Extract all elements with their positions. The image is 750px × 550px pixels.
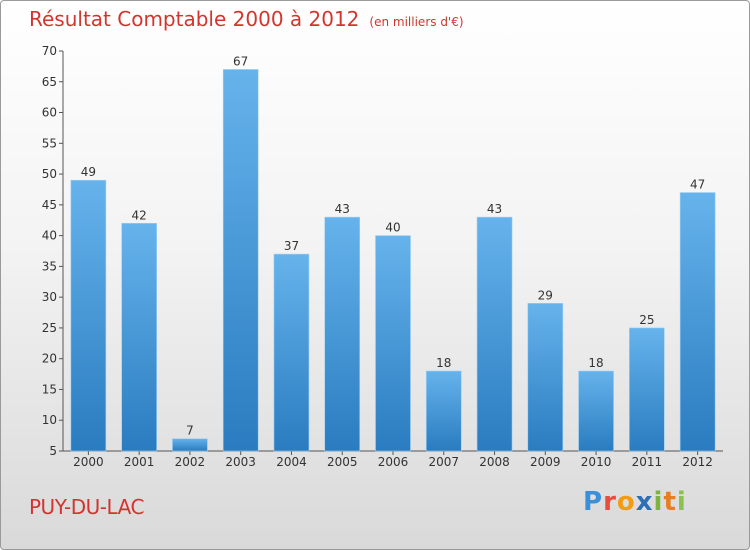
y-tick-label: 55 (42, 136, 57, 150)
logo-letter: t (663, 487, 677, 517)
data-label-2009: 29 (538, 288, 553, 302)
x-tick-label-2006: 2006 (378, 455, 409, 469)
logo-letter: i (653, 487, 664, 517)
bar-2001 (121, 223, 157, 452)
bar-2008 (476, 216, 513, 452)
data-label-2000: 49 (81, 165, 96, 179)
y-tick-label: 15 (42, 382, 57, 396)
data-label-2011: 25 (639, 313, 654, 327)
x-tick-label-2000: 2000 (73, 455, 104, 469)
x-tick-label-2012: 2012 (682, 455, 713, 469)
bar-2012 (679, 192, 716, 452)
logo-letter: o (616, 487, 636, 517)
y-tick-label: 65 (42, 75, 57, 89)
data-label-2006: 40 (385, 221, 400, 235)
bar-2011 (629, 327, 665, 452)
data-label-2008: 43 (487, 202, 502, 216)
chart-bars (70, 69, 716, 452)
data-label-2010: 18 (588, 356, 603, 370)
y-tick-label: 35 (42, 259, 57, 273)
data-label-2002: 7 (186, 424, 194, 438)
chart-axes: 5 10 15 20 25 30 35 40 45 50 55 60 65 70 2000 2001 2002 2… (42, 44, 723, 469)
x-tick-label-2011: 2011 (632, 455, 663, 469)
x-tick-label-2008: 2008 (479, 455, 510, 469)
chart-subtitle: (en milliers d'€) (369, 15, 464, 29)
bar-2002 (172, 438, 208, 452)
y-tick-label: 30 (42, 290, 57, 304)
x-tick-label-2002: 2002 (175, 455, 206, 469)
bar-2004 (273, 253, 310, 452)
y-tick-label: 10 (42, 413, 57, 427)
bar-2005 (324, 216, 361, 452)
place-name: PUY-DU-LAC (29, 495, 144, 519)
y-tick-label: 40 (42, 229, 57, 243)
data-label-2001: 42 (132, 208, 147, 222)
bar-2006 (375, 235, 411, 452)
data-label-2004: 37 (284, 239, 299, 253)
proxiti-logo: Proxiti (583, 487, 687, 517)
logo-letter: P (583, 487, 604, 517)
logo-letter: x (635, 487, 654, 517)
bar-2003 (222, 69, 259, 452)
data-label-2005: 43 (335, 202, 350, 216)
y-tick-label: 25 (42, 321, 57, 335)
bar-2010 (578, 370, 614, 452)
data-label-2007: 18 (436, 356, 451, 370)
x-tick-label-2005: 2005 (327, 455, 358, 469)
x-tick-label-2003: 2003 (225, 455, 256, 469)
chart-title: Résultat Comptable 2000 à 2012 (en millie… (29, 7, 464, 31)
logo-letter: i (676, 487, 687, 517)
y-tick-label: 20 (42, 352, 57, 366)
y-tick-label: 60 (42, 106, 57, 120)
x-tick-label-2009: 2009 (530, 455, 561, 469)
bar-2000 (70, 179, 107, 452)
x-tick-label-2010: 2010 (581, 455, 612, 469)
data-label-2003: 67 (233, 54, 248, 68)
x-tick-label-2001: 2001 (124, 455, 155, 469)
y-tick-label: 50 (42, 167, 57, 181)
data-label-2012: 47 (690, 178, 705, 192)
x-tick-label-2007: 2007 (428, 455, 459, 469)
logo-letter: r (603, 487, 617, 517)
x-tick-label-2004: 2004 (276, 455, 307, 469)
chart-data-labels: 49 42 7 67 37 43 40 18 43 29 18 25 47 (81, 54, 706, 437)
y-tick-label: 70 (42, 44, 57, 58)
bar-2007 (425, 370, 462, 452)
bar-2009 (527, 303, 564, 452)
y-tick-label: 45 (42, 198, 57, 212)
y-tick-label: 5 (49, 444, 57, 458)
